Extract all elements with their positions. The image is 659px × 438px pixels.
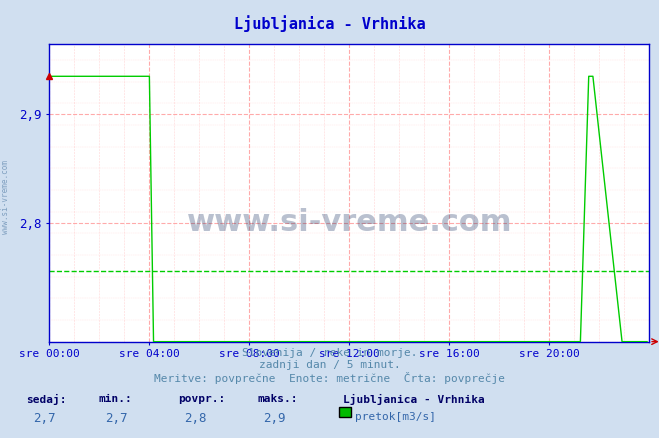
Text: min.:: min.: [99,394,132,404]
Text: maks.:: maks.: [257,394,297,404]
Text: Slovenija / reke in morje.: Slovenija / reke in morje. [242,348,417,358]
Text: 2,7: 2,7 [33,412,55,425]
Text: zadnji dan / 5 minut.: zadnji dan / 5 minut. [258,360,401,370]
Text: Ljubljanica - Vrhnika: Ljubljanica - Vrhnika [343,394,484,405]
Text: povpr.:: povpr.: [178,394,225,404]
Text: pretok[m3/s]: pretok[m3/s] [355,412,436,422]
Text: 2,7: 2,7 [105,412,128,425]
Text: www.si-vreme.com: www.si-vreme.com [1,160,10,234]
Text: Meritve: povprečne  Enote: metrične  Črta: povprečje: Meritve: povprečne Enote: metrične Črta:… [154,372,505,384]
Text: Ljubljanica - Vrhnika: Ljubljanica - Vrhnika [234,15,425,32]
Text: 2,8: 2,8 [185,412,207,425]
Text: www.si-vreme.com: www.si-vreme.com [186,208,512,237]
Text: 2,9: 2,9 [264,412,286,425]
Text: sedaj:: sedaj: [26,394,67,405]
